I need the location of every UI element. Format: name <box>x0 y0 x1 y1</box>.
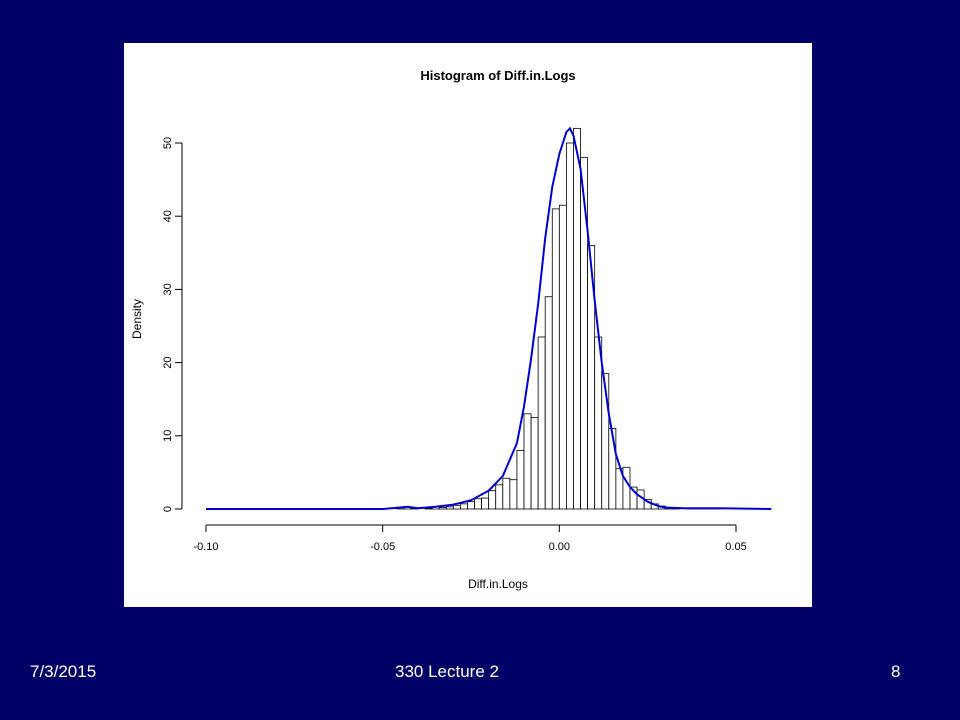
chart-title: Histogram of Diff.in.Logs <box>420 68 575 83</box>
x-tick-label: -0.10 <box>193 541 218 553</box>
histogram-bars <box>396 127 723 510</box>
histogram-bar <box>495 484 504 510</box>
x-tick-label: -0.05 <box>370 541 395 553</box>
x-axis: -0.10 -0.05 0.00 0.05 <box>193 524 747 553</box>
histogram-bar <box>502 477 511 510</box>
histogram-bar <box>452 504 461 510</box>
y-tick-label: 30 <box>162 283 174 295</box>
histogram-bar <box>622 466 631 510</box>
histogram-bar <box>565 142 574 510</box>
histogram-bar <box>516 450 525 510</box>
y-tick-label: 40 <box>162 210 174 222</box>
histogram-bar <box>558 204 567 510</box>
histogram-bar <box>580 157 588 510</box>
histogram-bar <box>474 498 482 510</box>
histogram-bar <box>608 428 617 510</box>
histogram-bar <box>530 417 539 510</box>
histogram-chart: 0 10 20 30 40 50 -0.10 -0.05 0.00 0.05 Histogram… <box>130 68 772 591</box>
footer-date: 7/3/2015 <box>30 662 97 681</box>
density-curve <box>206 126 772 510</box>
histogram-bar <box>438 507 447 510</box>
y-tick-label: 0 <box>162 506 174 512</box>
x-tick-label: 0.05 <box>725 541 746 553</box>
y-tick-label: 50 <box>162 137 174 149</box>
x-tick-label: 0.00 <box>549 541 570 553</box>
page-number: 8 <box>891 662 901 681</box>
footer-title: 330 Lecture 2 <box>395 662 499 681</box>
histogram-bar <box>573 127 581 510</box>
y-axis-label: Density <box>130 299 144 339</box>
histogram-bar <box>544 296 553 510</box>
histogram-bar <box>594 336 603 510</box>
plot-panel: 0 10 20 30 40 50 -0.10 -0.05 0.00 0.05 Histogram… <box>124 43 812 607</box>
histogram-bar <box>523 413 532 510</box>
y-tick-label: 20 <box>162 356 174 368</box>
histogram-bar <box>509 479 518 510</box>
histogram-bar <box>467 501 475 510</box>
histogram-bar <box>481 497 490 510</box>
histogram-bar <box>445 506 454 510</box>
histogram-bar <box>537 336 546 510</box>
y-tick-label: 10 <box>162 430 174 442</box>
y-axis: 0 10 20 30 40 50 <box>162 137 183 512</box>
histogram-bar <box>551 208 560 510</box>
x-axis-label: Diff.in.Logs <box>468 577 528 591</box>
histogram-bar <box>459 503 468 510</box>
histogram-bar <box>488 490 497 510</box>
